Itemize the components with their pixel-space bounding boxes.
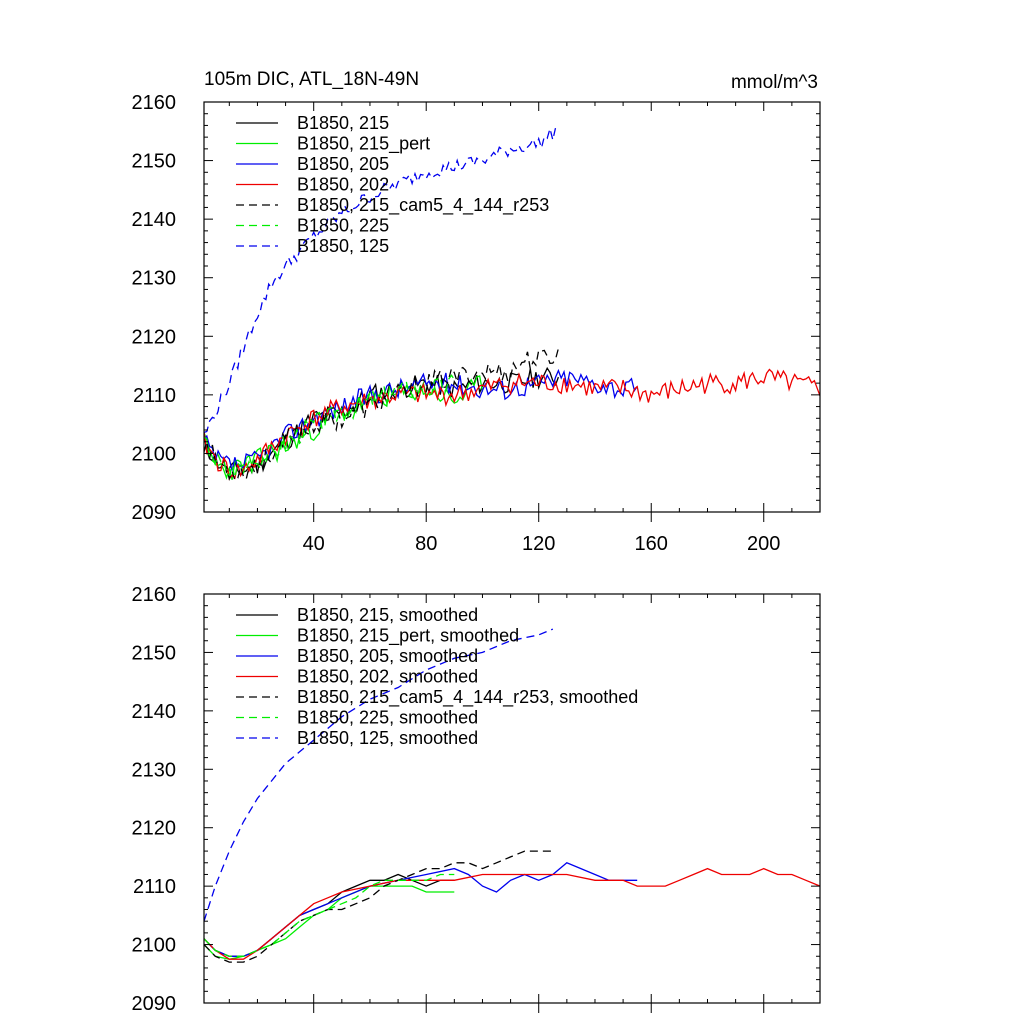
legend-label-2: B1850, 215_pert, smoothed [297,626,519,647]
y-tick-label: 2110 [133,876,176,898]
legend-label-6: B1850, 225 [297,216,389,236]
x-tick-label: 160 [635,533,668,555]
y-tick-label: 2130 [132,268,177,290]
series-line-6 [204,873,455,957]
chart-units: mmol/m^3 [731,72,818,93]
x-tick-label: 40 [303,533,325,555]
plot-frame [203,101,821,513]
legend-label-4: B1850, 202 [297,175,389,195]
series-line-2 [204,375,484,480]
y-tick-label: 2110 [133,385,176,407]
series-line-6 [204,374,455,478]
legend-label-5: B1850, 215_cam5_4_144_r253, smoothed [297,687,638,708]
y-tick-label: 2160 [132,584,177,606]
y-tick-label: 2130 [132,759,177,781]
legend-label-1: B1850, 215, smoothed [297,605,478,625]
legend-label-1: B1850, 215 [297,113,389,133]
series-line-7 [204,126,557,434]
series-line-7 [204,628,554,922]
series-group [204,126,820,482]
series-line-3 [204,368,638,471]
y-tick-label: 2090 [132,993,177,1015]
legend-label-6: B1850, 225, smoothed [297,708,478,728]
series-line-5 [204,348,560,482]
x-tick-label: 80 [415,533,437,555]
chart-panel-1: 2090 2100 2110 2120 2130 2140 2150 2160 40 80 120 1… [132,69,821,555]
y-tick-label: 2120 [132,326,177,348]
legend-label-4: B1850, 202, smoothed [297,667,478,687]
legend-label-7: B1850, 125, smoothed [297,728,478,748]
y-tick-label: 2140 [132,701,177,723]
y-tick-label: 2140 [132,209,177,231]
series-line-5 [204,850,553,963]
y-tick-label: 2150 [132,151,177,173]
series-group [204,628,820,963]
y-tick-label: 2100 [132,935,177,957]
series-line-1 [204,366,560,477]
plot-frame [203,593,821,1004]
legend-label-3: B1850, 205, smoothed [297,646,478,666]
x-tick-label: 200 [747,533,780,555]
series-line-3 [204,862,638,957]
y-tick-label: 2160 [132,92,177,114]
legend-label-2: B1850, 215_pert [297,134,430,155]
chart-panel-2: 2090 2100 2110 2120 2130 2140 2150 2160 B1850, 2… [132,584,821,1015]
y-tick-label: 2120 [132,818,177,840]
legend-label-3: B1850, 205 [297,154,389,174]
chart-title: 105m DIC, ATL_18N-49N [204,69,419,90]
series-line-4 [204,368,820,481]
y-tick-label: 2100 [132,443,177,465]
x-tick-label: 120 [522,533,555,555]
legend-label-5: B1850, 215_cam5_4_144_r253 [297,195,549,216]
legend-label-7: B1850, 125 [297,236,389,256]
y-tick-label: 2090 [132,502,177,524]
y-tick-label: 2150 [132,642,177,664]
series-line-1 [204,873,455,957]
series-line-4 [204,867,820,960]
